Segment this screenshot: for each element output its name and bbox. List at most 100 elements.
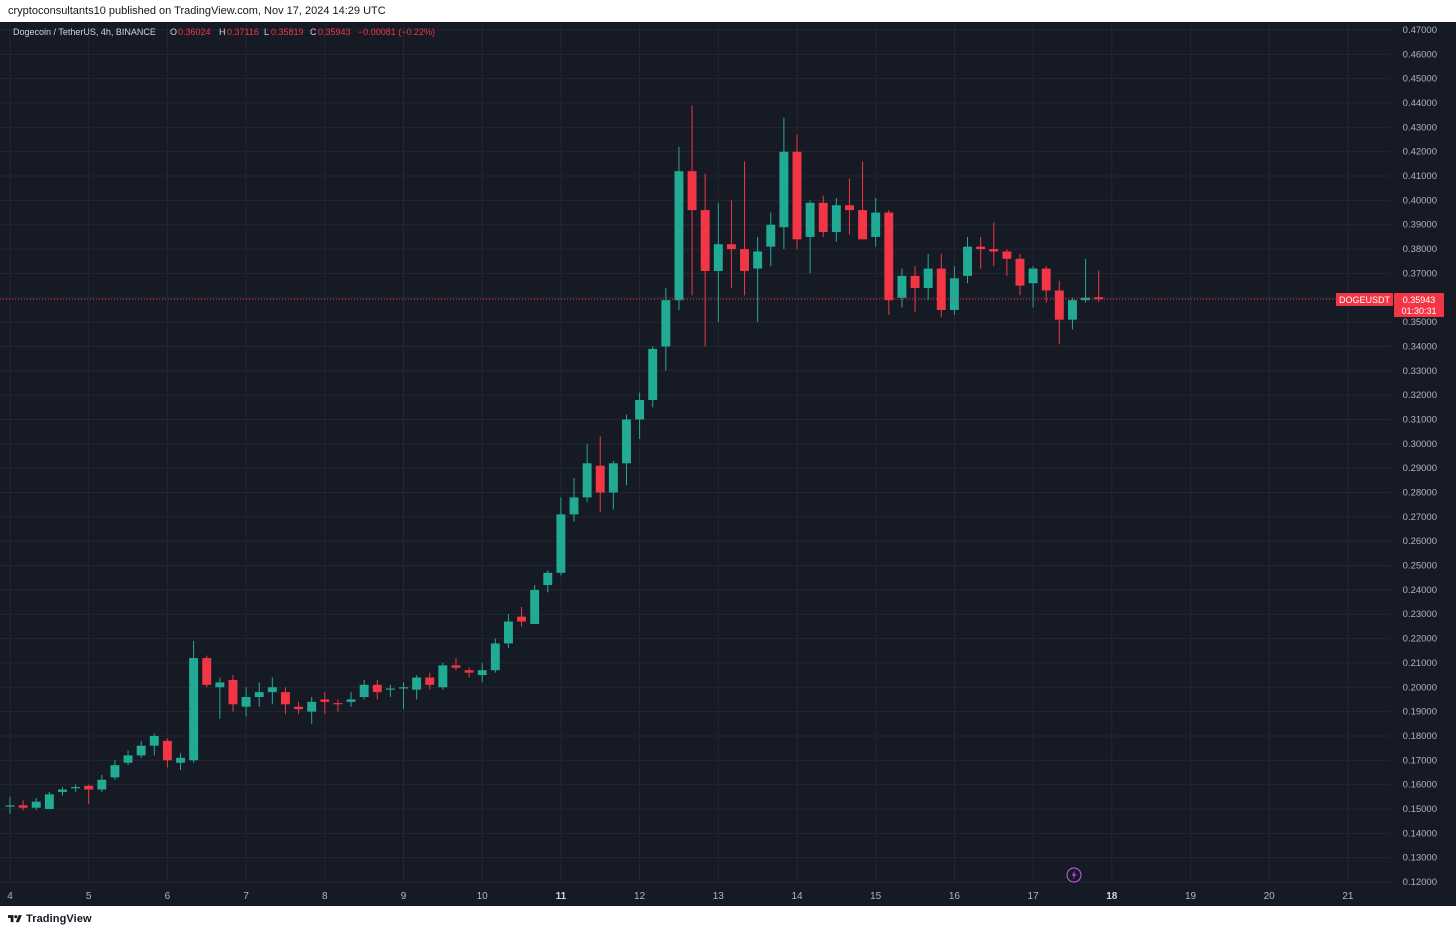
price-tag-value: 0.35943 <box>1403 295 1436 305</box>
y-tick-label: 0.38000 <box>1403 244 1437 255</box>
x-tick-label: 13 <box>713 891 725 902</box>
candle <box>897 268 907 308</box>
legend-close-value: 0.35943 <box>318 27 351 37</box>
candle-body <box>831 205 841 233</box>
y-tick-label: 0.35000 <box>1403 317 1437 328</box>
candle <box>910 266 920 313</box>
candle-body <box>595 465 605 493</box>
candles-layer <box>5 105 1104 814</box>
candle-body <box>622 419 631 464</box>
y-tick-label: 0.47000 <box>1403 25 1437 36</box>
candle-body <box>162 740 172 761</box>
y-tick-label: 0.31000 <box>1403 414 1437 425</box>
lightning-icon[interactable] <box>1066 867 1082 883</box>
candle-body <box>949 278 959 310</box>
candle <box>372 679 382 700</box>
candle <box>477 662 487 683</box>
candle-body <box>989 249 999 252</box>
candle-body <box>740 249 749 271</box>
candle <box>949 266 959 315</box>
candle-body <box>399 687 408 689</box>
candle-body <box>871 212 881 237</box>
y-tick-label: 0.41000 <box>1403 171 1437 182</box>
legend-high-value: 0.37116 <box>227 27 259 37</box>
candle-body <box>110 765 120 778</box>
time-axis[interactable]: 4 5 6 7 8 9 10 11 12 13 14 15 16 17 18 19 20 21 <box>7 891 1354 902</box>
tradingview-brand[interactable]: TradingView <box>26 913 92 925</box>
candle <box>438 662 448 690</box>
x-tick-label: 15 <box>870 891 882 902</box>
candle-body <box>31 801 41 808</box>
legend-high-label: H <box>219 27 226 37</box>
y-tick-label: 0.16000 <box>1403 780 1437 791</box>
candle-body <box>503 621 513 644</box>
y-tick-label: 0.25000 <box>1403 561 1437 572</box>
candle <box>740 161 749 296</box>
candle-body <box>228 679 238 705</box>
candle-body <box>569 497 579 515</box>
candle <box>490 638 500 673</box>
grid-layer <box>0 22 1390 883</box>
candle-body <box>1081 297 1091 301</box>
legend-open-value: 0.36024 <box>178 27 211 37</box>
y-tick-label: 0.42000 <box>1403 147 1437 158</box>
candle <box>713 202 723 323</box>
tradingview-logo-icon[interactable] <box>8 913 22 925</box>
candle <box>976 236 986 269</box>
candle-body <box>1041 268 1051 291</box>
candle <box>831 197 841 242</box>
y-tick-label: 0.23000 <box>1403 609 1437 620</box>
candle <box>346 692 356 707</box>
candle <box>779 117 789 250</box>
candle-body <box>44 794 54 809</box>
y-tick-label: 0.15000 <box>1403 804 1437 815</box>
candle-body <box>176 757 185 763</box>
candle-body <box>818 202 828 233</box>
candle <box>661 288 671 371</box>
candle <box>766 212 776 267</box>
candle-body <box>372 684 382 693</box>
x-tick-label: 11 <box>556 891 567 902</box>
candle <box>582 443 592 503</box>
candle-body <box>713 244 723 271</box>
candle-body <box>976 246 986 250</box>
candle <box>923 253 933 301</box>
candle-body <box>1015 258 1025 286</box>
x-tick-label: 16 <box>949 891 961 902</box>
candle-body <box>1002 251 1012 259</box>
x-tick-label: 21 <box>1342 891 1354 902</box>
candle <box>307 696 317 724</box>
candle <box>1054 280 1064 345</box>
candle-body <box>543 572 553 586</box>
candle-body <box>923 268 933 289</box>
candle-body <box>661 300 671 347</box>
candle <box>608 460 618 510</box>
candle-body <box>1067 300 1077 320</box>
candle <box>215 677 225 719</box>
legend-close-label: C <box>310 27 317 37</box>
candle-body <box>320 699 330 702</box>
candle <box>359 679 369 700</box>
y-tick-label: 0.20000 <box>1403 682 1437 693</box>
candle <box>1002 249 1012 276</box>
candle-body <box>700 210 710 271</box>
candle-body <box>123 755 133 763</box>
price-axis[interactable]: 0.12000 0.13000 0.14000 0.15000 0.16000 0.170… <box>1403 25 1437 888</box>
candle-body <box>1054 290 1064 320</box>
candle-body <box>517 616 527 622</box>
candle <box>595 436 605 512</box>
candle <box>44 791 54 809</box>
legend-symbol: Dogecoin / TetherUS, 4h, BINANCE <box>13 27 156 37</box>
symbol-tag-text: DOGEUSDT <box>1339 295 1391 305</box>
candle-body <box>189 658 199 761</box>
candle <box>241 687 251 717</box>
candle <box>149 733 159 756</box>
y-tick-label: 0.18000 <box>1403 731 1437 742</box>
candle <box>1041 266 1051 303</box>
candle <box>1015 253 1025 296</box>
candle-body <box>58 789 67 792</box>
candle <box>753 236 763 323</box>
candle-body <box>766 224 776 247</box>
candle <box>294 701 304 715</box>
